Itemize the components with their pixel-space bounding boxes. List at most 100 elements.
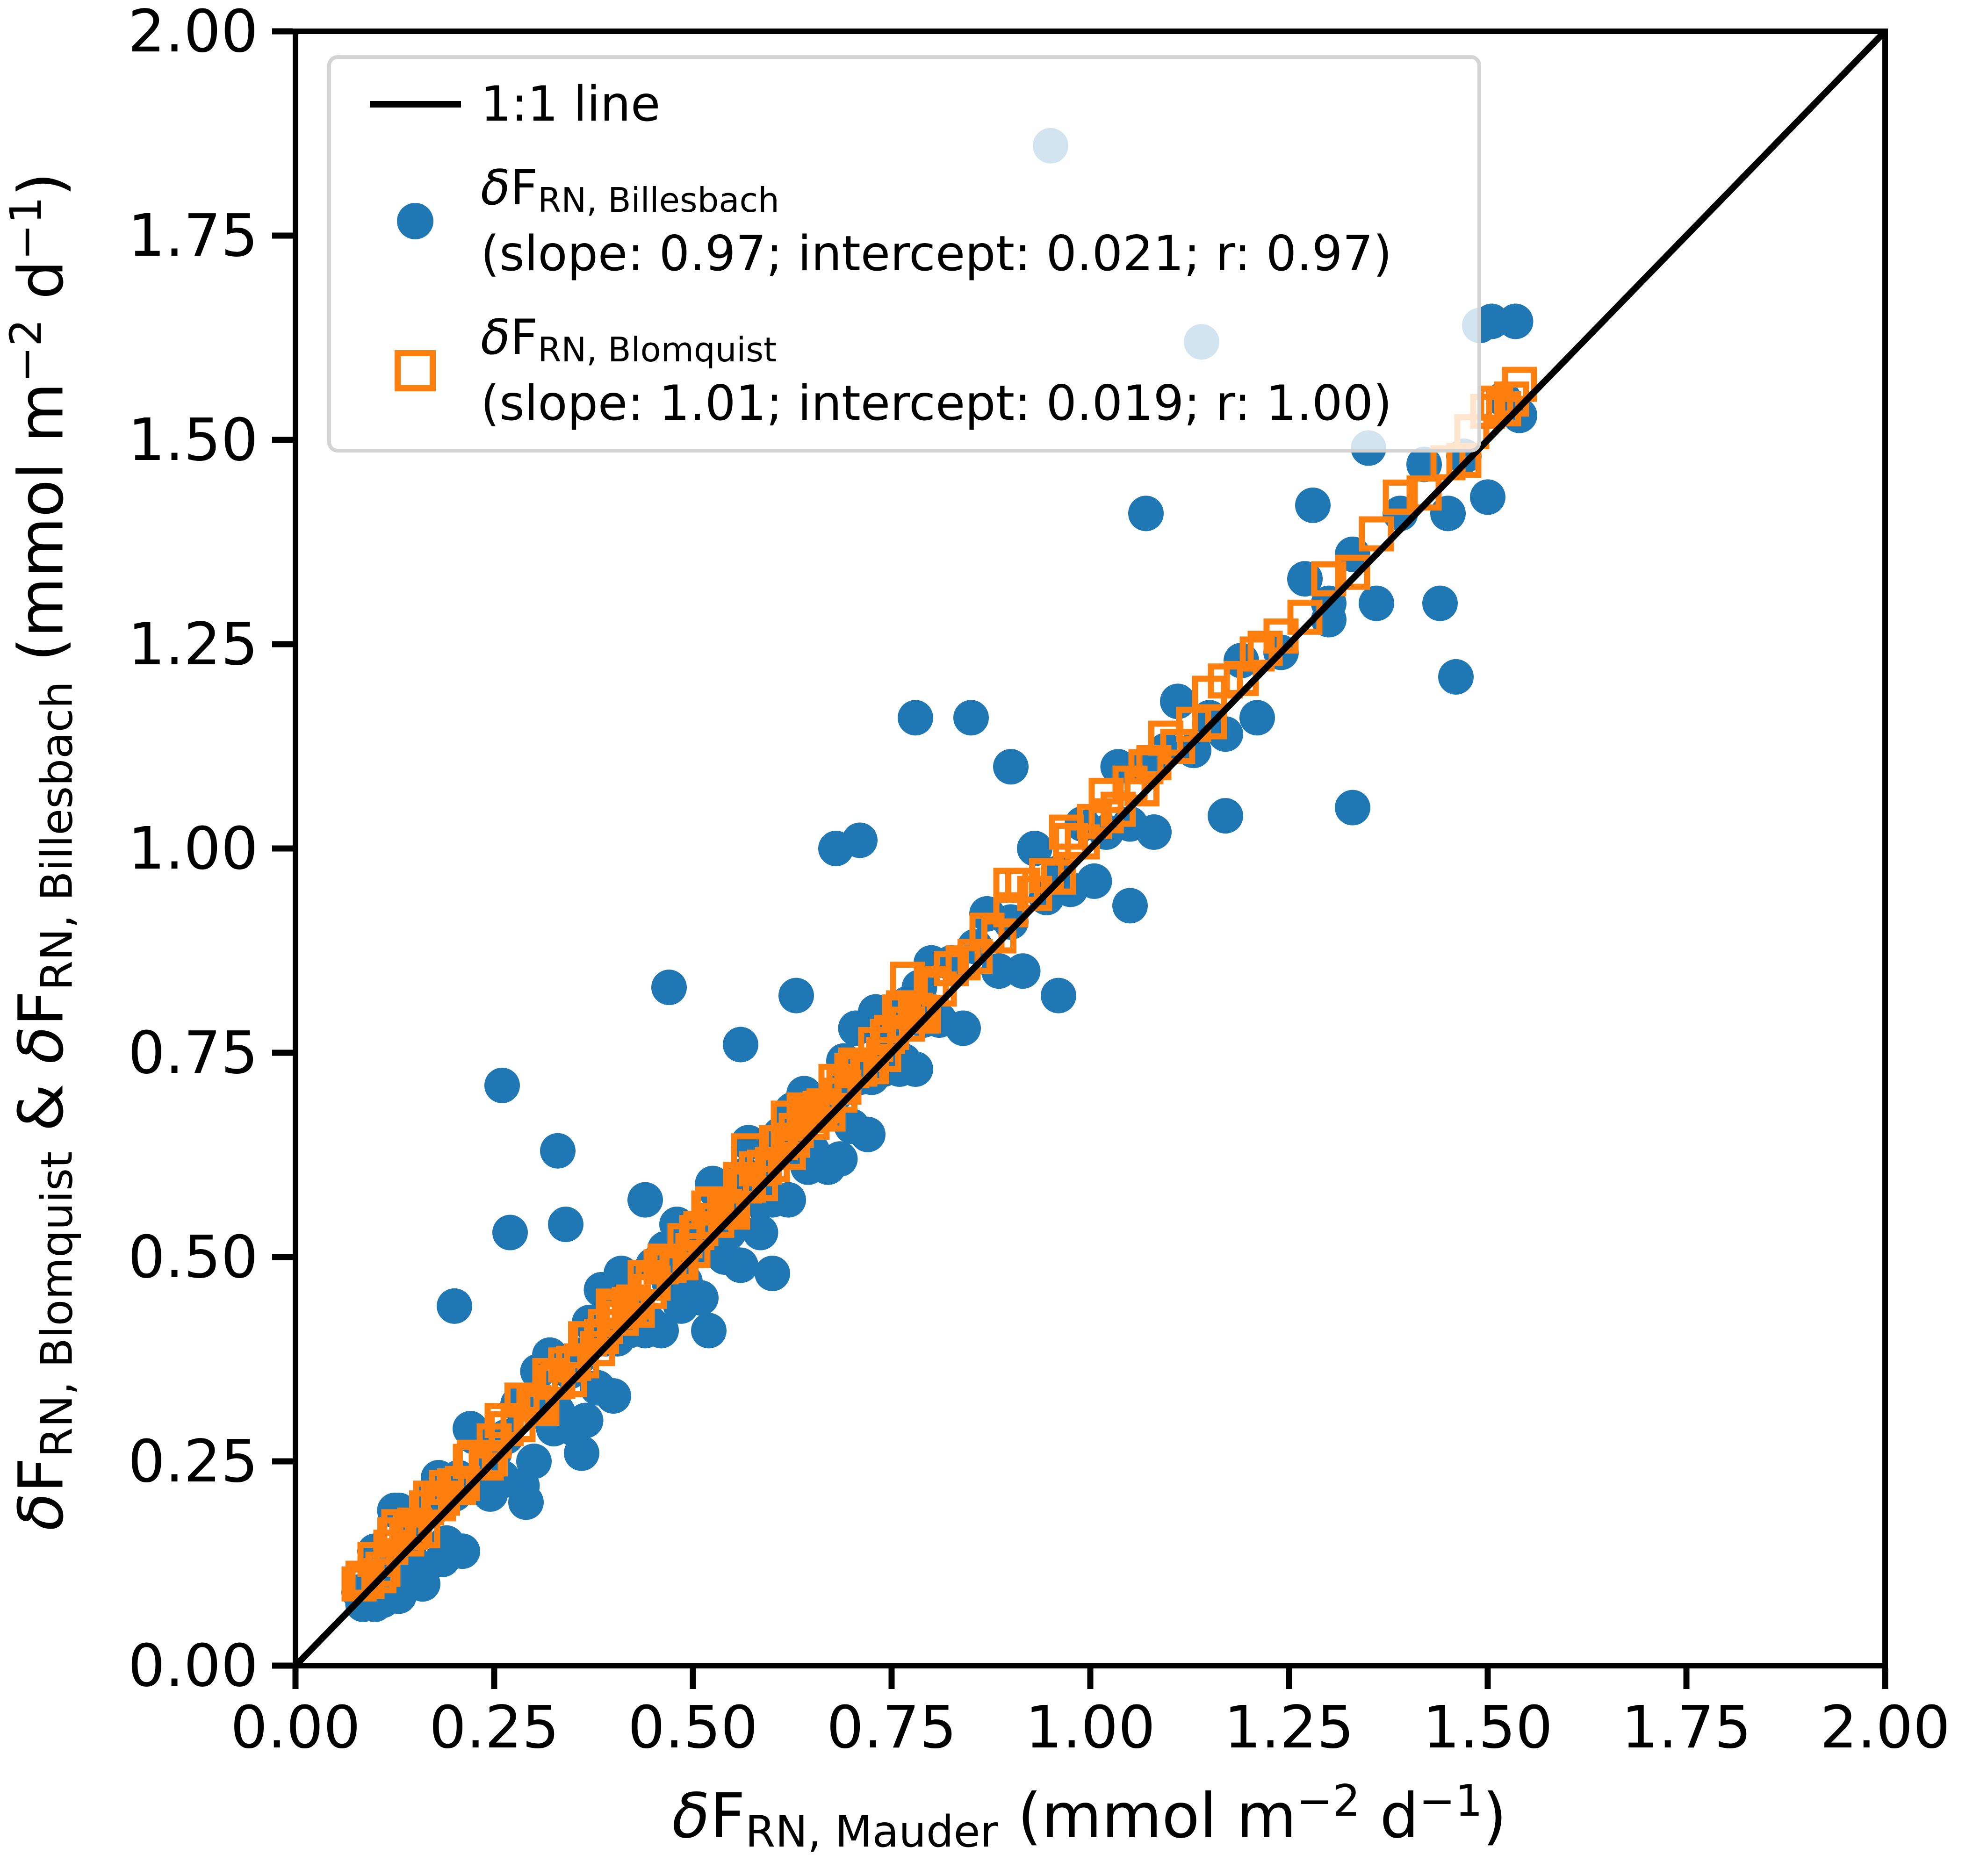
scatter-point-billesbach [838,1010,874,1046]
scatter-point-blomquist [365,1552,401,1587]
scatter-point-billesbach [425,1541,461,1577]
scatter-point-blomquist [1192,676,1227,711]
legend-series-name: δFRN, Billesbach [481,158,1392,223]
y-tick-label: 1.25 [128,611,258,678]
y-label-delta-2: δ [5,1026,78,1064]
scatter-point-billesbach [508,1484,544,1520]
scatter-point-billesbach [1359,585,1394,621]
scatter-point-billesbach [1430,496,1466,532]
x-tick-label: 1.00 [1025,1694,1156,1761]
legend-marker-cell [350,350,481,391]
scatter-point-billesbach [945,1010,981,1046]
scatter-point-billesbach [842,822,878,858]
y-label-units-close: ) [5,172,78,197]
y-label-units-d: d [5,260,78,319]
y-tick-label: 2.00 [128,0,258,65]
x-tick-label: 2.00 [1820,1694,1951,1761]
x-tick-label: 0.00 [230,1694,361,1761]
y-tick-label: 0.00 [128,1632,258,1700]
open-square-marker-swatch-icon [395,350,436,391]
scatter-point-billesbach [1136,814,1172,850]
legend-delta: δ [481,160,511,216]
scatter-point-blomquist [1128,749,1164,784]
y-label-ampersand: & [5,1064,78,1151]
scatter-point-blomquist [890,962,925,997]
scatter-point-billesbach [723,1027,758,1063]
scatter-point-billesbach [1208,798,1243,834]
scatter-point-billesbach [953,700,989,736]
scatter-point-billesbach [1112,888,1148,924]
scatter-point-blomquist [1359,516,1394,552]
scatter-point-billesbach [723,1247,758,1283]
x-tick-label: 0.75 [826,1694,957,1761]
legend: 1:1 line δFRN, Billesbach (slope: 0.97; … [327,55,1481,453]
scatter-point-blomquist [993,868,1029,903]
y-label-subscript-blomquist: RN, Blomquist [31,1151,82,1458]
plot-frame [293,29,1888,1668]
legend-label-billesbach: δFRN, Billesbach (slope: 0.97; intercept… [481,158,1392,284]
y-label-f-2: F [5,991,78,1027]
x-label-units: (mmol m [998,1780,1297,1852]
legend-f: F [510,309,538,366]
scatter-point-billesbach [1470,479,1505,515]
legend-delta: δ [481,309,511,366]
scatter-point-billesbach [1498,303,1534,339]
legend-entry-identity-line: 1:1 line [350,74,1459,135]
circle-marker-swatch-icon [397,202,433,239]
scatter-point-billesbach [568,1402,604,1438]
legend-f: F [510,160,538,216]
scatter-point-billesbach [1295,487,1331,523]
scatter-point-billesbach [651,970,687,1006]
scatter-point-blomquist [361,1558,396,1594]
y-axis-label: δFRN, Blomquist & δFRN, Billesbach (mmol… [0,0,87,1740]
legend-entry-billesbach: δFRN, Billesbach (slope: 0.97; intercept… [350,158,1459,284]
scatter-point-billesbach [1422,585,1458,621]
scatter-point-billesbach [898,700,933,736]
y-label-delta-1: δ [5,1493,78,1531]
scatter-point-billesbach [484,1067,520,1103]
x-tick-label: 1.75 [1621,1694,1752,1761]
scatter-point-billesbach [472,1476,508,1512]
scatter-point-billesbach [742,1215,778,1251]
legend-series-name: δFRN, Blomquist [481,307,1392,373]
x-tick-label: 0.25 [429,1694,560,1761]
scatter-point-billesbach [755,1255,790,1291]
scatter-point-blomquist [1383,479,1418,515]
legend-subscript: RN, Blomquist [538,330,777,370]
scatter-point-blomquist [1049,814,1084,850]
scatter-point-billesbach [1438,659,1474,695]
x-tick-label: 1.50 [1422,1694,1553,1761]
scatter-point-billesbach [548,1207,583,1243]
y-label-units: (mmol m [5,382,78,682]
x-tick-label: 0.50 [627,1694,758,1761]
legend-marker-cell [350,202,481,239]
scatter-point-billesbach [540,1133,576,1169]
scatter-point-billesbach [822,1141,858,1177]
scatter-point-blomquist [1041,859,1076,895]
scatter-point-billesbach [1041,978,1076,1013]
identity-line [293,29,1888,1668]
y-tick-label: 0.50 [128,1223,258,1291]
scatter-point-blomquist [1247,631,1283,666]
legend-marker-cell [350,101,481,108]
scatter-point-billesbach [778,978,814,1013]
x-label-exponent-m: −2 [1296,1775,1361,1826]
scatter-point-billesbach [1128,496,1164,532]
y-tick-label: 1.50 [128,406,258,474]
x-label-delta: δ [672,1780,710,1852]
y-tick-label: 0.75 [128,1019,258,1087]
x-label-f: F [710,1780,746,1852]
scatter-point-blomquist [743,1166,778,1201]
x-tick-label: 1.25 [1224,1694,1354,1761]
x-axis-label: δFRN, Mauder (mmol m−2 d−1) [108,1775,1966,1862]
x-label-units-d: d [1360,1780,1419,1852]
legend-series-stats: (slope: 1.01; intercept: 0.019; r: 1.00) [481,375,1392,431]
x-label-subscript: RN, Mauder [745,1806,998,1857]
legend-entry-blomquist: δFRN, Blomquist (slope: 1.01; intercept:… [350,307,1459,434]
legend-series-stats: (slope: 0.97; intercept: 0.021; r: 0.97) [481,226,1392,282]
scatter-point-billesbach [1017,831,1052,866]
scatter-point-blomquist [1335,554,1370,590]
scatter-point-billesbach [663,1288,699,1324]
